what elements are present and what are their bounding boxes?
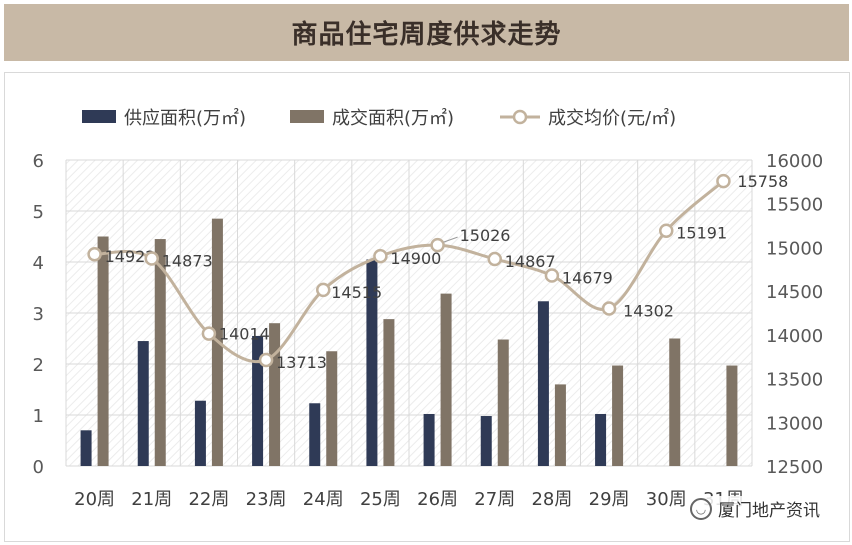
bar-supply (423, 413, 435, 466)
source-text: 厦门地产资讯 (718, 501, 820, 521)
source-credit: ◡ 厦门地产资讯 (686, 496, 824, 521)
y-right-tick-label: 14000 (766, 326, 823, 347)
line-marker (87, 246, 102, 262)
bar-deal (554, 384, 566, 466)
legend-label-price: 成交均价(元/㎡) (548, 107, 676, 129)
y-left-tick-label: 4 (33, 253, 44, 274)
data-label: 14515 (331, 283, 382, 302)
bar-deal (612, 365, 624, 466)
data-label: 15026 (460, 226, 511, 245)
y-right-tick-label: 13500 (766, 370, 823, 391)
line-marker (258, 352, 274, 368)
bar-deal (497, 339, 509, 466)
line-marker (316, 282, 331, 298)
line-marker (716, 173, 731, 189)
data-label: 14302 (623, 301, 674, 320)
bar-supply (480, 416, 492, 466)
bar-deal (269, 323, 281, 466)
x-tick-label: 27周 (474, 489, 515, 510)
y-left-tick-label: 2 (33, 355, 44, 376)
bar-deal (326, 351, 338, 466)
x-tick-label: 30周 (646, 489, 687, 510)
y-left-tick-label: 3 (33, 304, 44, 325)
bar-supply (595, 413, 607, 466)
x-tick-label: 28周 (531, 489, 572, 510)
x-tick-label: 25周 (360, 489, 401, 510)
data-label: 14867 (505, 252, 556, 271)
line-marker (487, 251, 502, 267)
wechat-icon: ◡ (690, 497, 712, 520)
bar-deal (726, 365, 738, 466)
bar-supply (252, 335, 264, 466)
legend-swatch-deal (290, 110, 324, 123)
x-tick-label: 22周 (188, 489, 229, 510)
y-right-tick-label: 15000 (766, 238, 823, 259)
data-label: 15758 (737, 172, 788, 191)
line-marker (373, 248, 388, 264)
y-left-tick-label: 0 (33, 457, 44, 478)
data-label: 13713 (276, 353, 327, 372)
bar-supply (137, 341, 149, 466)
y-right-tick-label: 15500 (766, 195, 823, 216)
title-banner: 商品住宅周度供求走势 (4, 4, 849, 61)
data-label: 14679 (562, 268, 613, 287)
line-marker (659, 223, 674, 238)
line-marker (201, 326, 217, 341)
data-label: 14014 (219, 325, 270, 344)
data-label-leader (443, 236, 458, 243)
line-marker (144, 251, 159, 266)
line-marker (544, 268, 560, 283)
x-tick-label: 20周 (74, 489, 115, 510)
x-tick-label: 23周 (246, 489, 287, 510)
data-label: 14922 (105, 247, 156, 266)
data-label: 14873 (162, 252, 213, 271)
line-marker (601, 301, 617, 316)
bar-supply (309, 403, 321, 466)
bar-supply (194, 400, 206, 466)
bar-deal (383, 319, 395, 466)
y-left-tick-label: 5 (33, 202, 44, 223)
line-marker (430, 237, 445, 253)
bar-supply (537, 301, 549, 466)
data-label: 15191 (676, 224, 727, 243)
bar-deal (154, 239, 166, 466)
data-label: 14900 (390, 249, 441, 268)
legend-label-supply: 供应面积(万㎡) (124, 107, 246, 129)
bar-supply (80, 430, 92, 466)
legend-swatch-supply (82, 110, 116, 123)
x-tick-label: 24周 (303, 489, 344, 510)
x-tick-label: 29周 (589, 489, 630, 510)
bar-supply (366, 259, 378, 466)
y-right-tick-label: 16000 (766, 151, 823, 172)
legend-label-deal: 成交面积(万㎡) (332, 107, 454, 129)
x-tick-label: 21周 (131, 489, 172, 510)
page-title: 商品住宅周度供求走势 (291, 20, 562, 50)
y-right-tick-label: 13000 (766, 413, 823, 434)
legend-marker-price (512, 109, 528, 125)
bar-deal (669, 338, 681, 466)
y-left-tick-label: 6 (33, 151, 44, 172)
x-tick-label: 26周 (417, 489, 458, 510)
bar-deal (97, 236, 109, 466)
y-right-tick-label: 12500 (766, 457, 823, 478)
y-right-tick-label: 14500 (766, 282, 823, 303)
y-left-tick-label: 1 (33, 406, 44, 427)
bar-deal (440, 293, 452, 466)
